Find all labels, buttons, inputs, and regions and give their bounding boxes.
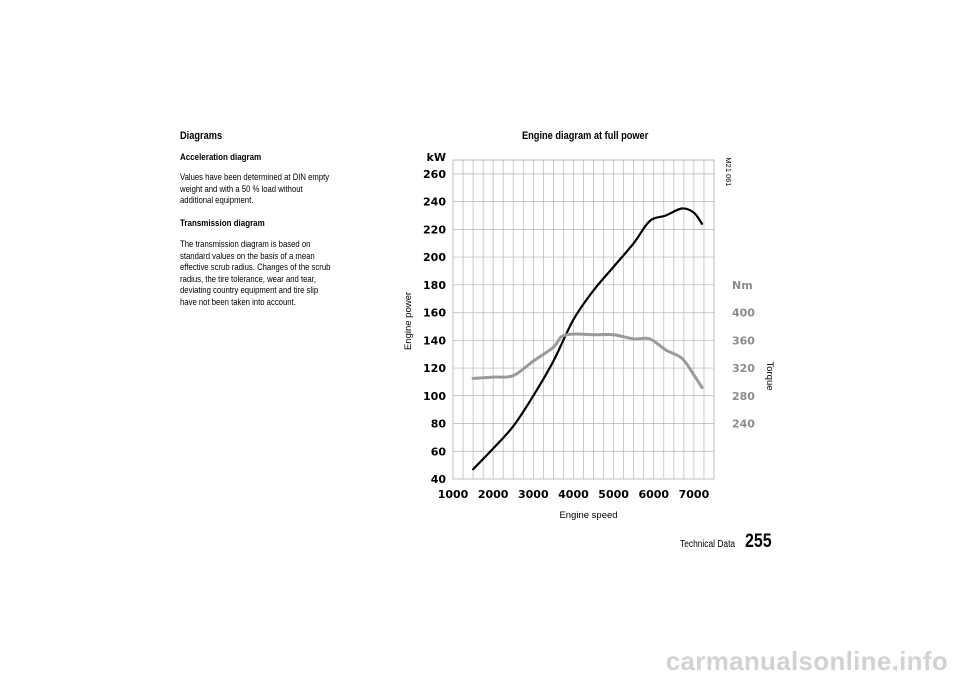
x-axis-label: Engine speed [559,510,617,521]
text-line: effective scrub radius. Changes of the s… [180,262,331,272]
y2-axis-label: Torque [764,361,775,390]
y2-tick-label: 280 [732,390,755,403]
y-tick-label: 120 [423,362,446,375]
y-tick-label: 220 [423,223,446,236]
y-tick-label: 80 [431,418,447,431]
x-tick-label: 1000 [438,488,469,501]
y2-unit-label: Nm [732,279,753,292]
y-unit-label: kW [427,151,446,164]
text-line: have not been taken into account. [180,296,296,307]
engine-diagram-chart: 40 60 80 100 120 140 160 180 200 220 240 260 1000 200… [403,151,775,521]
x-tick-label: 2000 [478,488,509,501]
y-tick-label: 160 [423,307,446,320]
page-number: 255 [745,531,772,552]
section-title: Diagrams [180,130,223,142]
text-line: deviating country equipment and tire sli… [180,285,319,295]
watermark-text: carmanualsonline.info [665,646,948,676]
y-tick-label: 40 [431,473,447,486]
power-curve [472,207,704,471]
x-tick-label: 4000 [558,488,589,501]
y-axis-label: Engine power [403,292,414,350]
chart-grid [452,159,715,480]
text-line: additional equipment. [180,195,254,205]
text-line: The transmission diagram is based on [180,239,311,249]
watermark: carmanualsonline.info [0,646,960,677]
chart-series [471,207,704,471]
x-tick-label: 7000 [679,488,710,501]
text-line: Values have been determined at DIN empty [180,172,330,182]
x-tick-label: 3000 [518,488,549,501]
y2-tick-label: 360 [732,334,755,347]
y-tick-label: 60 [431,445,447,458]
y2-tick-label: 320 [732,362,755,375]
x-tick-label: 6000 [638,488,669,501]
y-tick-label: 100 [423,390,446,403]
figure-code: M21 061 [724,157,733,186]
text-line: radius, the tire tolerance, wear and tea… [180,273,317,284]
y-tick-label: 200 [423,251,446,264]
x-tick-label: 5000 [598,488,629,501]
text-line: weight and with a 50 % load without [180,183,303,194]
transmission-diagram-text: The transmission diagram is based on sta… [180,239,410,308]
torque-curve [471,332,704,389]
chart-labels: 40 60 80 100 120 140 160 180 200 220 240 260 1000 200… [403,151,775,521]
acceleration-diagram-text: Values have been determined at DIN empty… [180,172,410,207]
y-tick-label: 240 [423,196,446,209]
acceleration-diagram-heading: Acceleration diagram [180,152,262,163]
y2-tick-label: 240 [732,418,755,431]
footer-section-label: Technical Data [680,539,736,550]
transmission-diagram-heading: Transmission diagram [180,218,265,229]
y-tick-label: 140 [423,334,446,347]
y2-tick-label: 400 [732,307,755,320]
y-tick-label: 260 [423,168,446,181]
text-line: standard values on the basis of a mean [180,250,315,261]
chart-title: Engine diagram at full power [522,130,649,142]
y-tick-label: 180 [423,279,446,292]
